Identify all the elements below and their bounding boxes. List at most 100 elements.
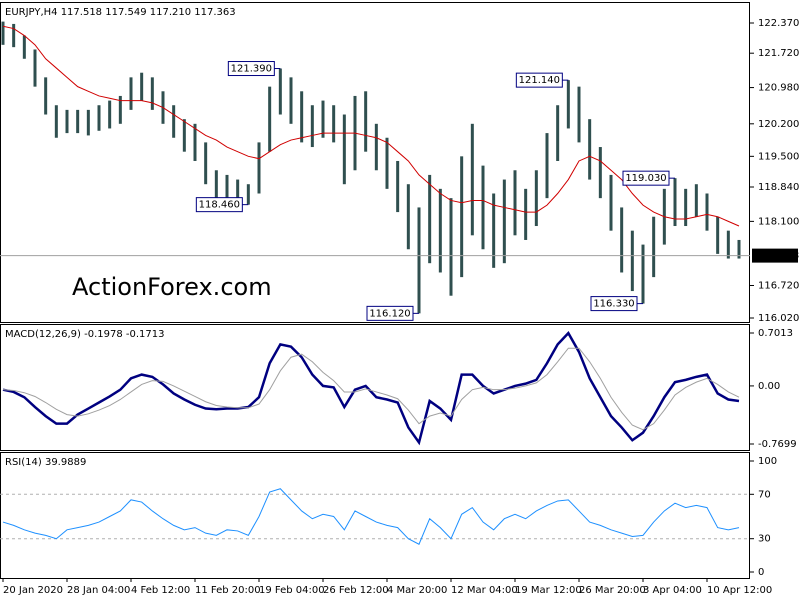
y-tick-label: 30 — [758, 534, 771, 545]
moving-average — [2, 25, 740, 227]
price-bar — [12, 23, 16, 48]
panel-frame — [0, 2, 750, 323]
panel-title: MACD(12,26,9) -0.1978 -0.1713 — [5, 329, 165, 340]
panel-frame — [0, 452, 750, 579]
price-bar — [406, 184, 410, 250]
price-bar — [726, 230, 730, 259]
price-bar — [652, 216, 656, 278]
x-tick-label: 12 Mar 04:00 — [451, 585, 518, 596]
price-bar — [385, 137, 389, 189]
price-bar — [310, 105, 314, 148]
y-tick-label: 0.00 — [758, 381, 780, 392]
price-bar — [332, 105, 336, 143]
price-bar — [737, 239, 741, 259]
x-tick-label: 19 Feb 04:00 — [259, 585, 325, 596]
x-tick-label: 10 Apr 12:00 — [707, 585, 772, 596]
x-tick-label: 20 Jan 2020 — [3, 585, 63, 596]
price-bar — [342, 114, 346, 185]
price-bar — [588, 119, 592, 180]
annotation-box — [622, 170, 670, 186]
y-tick-label: 70 — [758, 489, 771, 500]
price-bar — [54, 105, 58, 138]
price-bar — [257, 142, 261, 194]
price-bar — [33, 49, 37, 87]
price-bar — [428, 174, 432, 264]
price-bar — [705, 193, 709, 231]
price-bar — [225, 174, 229, 199]
annotation-label: 119.030 — [625, 173, 666, 184]
annotation-label: 121.390 — [231, 64, 272, 75]
x-tick-label: 28 Jan 04:00 — [67, 585, 130, 596]
indicator-line — [2, 331, 740, 446]
price-bar — [492, 193, 496, 268]
price-bar — [620, 207, 624, 273]
price-bar — [577, 86, 581, 143]
price-bar — [513, 170, 517, 236]
annotation-label: 116.330 — [593, 299, 634, 310]
panel-frame — [0, 324, 750, 451]
price-bar — [86, 109, 90, 136]
price-bar — [684, 188, 688, 227]
price-bar — [364, 91, 368, 152]
panel-title: RSI(14) 39.9889 — [5, 457, 86, 468]
price-bar — [716, 216, 720, 254]
price-bar — [172, 105, 176, 138]
price-bar — [65, 109, 69, 134]
price-bar — [193, 123, 197, 161]
y-tick-label: 0 — [758, 567, 764, 578]
price-bar — [129, 77, 133, 110]
annotation-label: 116.120 — [369, 308, 410, 319]
price-bar — [598, 147, 602, 199]
price-bar — [246, 184, 250, 205]
annotation-box — [366, 305, 414, 321]
price-bar — [556, 105, 560, 161]
price-bar — [502, 179, 506, 264]
price-bar — [76, 109, 80, 134]
x-tick-label: 3 Apr 04:00 — [643, 585, 702, 596]
y-tick-label: 122.370 — [758, 18, 799, 29]
y-tick-label: 118.840 — [758, 182, 799, 193]
y-tick-label: 120.200 — [758, 119, 799, 130]
price-bar — [321, 100, 325, 138]
annotation-label: 121.140 — [519, 75, 560, 86]
price-bar — [108, 100, 112, 129]
price-bar — [460, 156, 464, 278]
x-tick-label: 26 Feb 12:00 — [323, 585, 389, 596]
price-bar — [641, 244, 645, 304]
price-bar — [1, 21, 5, 45]
annotation-box — [227, 61, 275, 77]
price-bar — [545, 133, 549, 199]
x-tick-label: 19 Mar 12:00 — [515, 585, 582, 596]
price-bar — [140, 72, 144, 101]
y-tick-label: 100 — [758, 456, 777, 467]
annotation-box — [195, 197, 243, 213]
price-bar — [374, 123, 378, 171]
price-bar — [630, 230, 634, 292]
annotation-box — [515, 72, 563, 88]
price-bar — [417, 207, 421, 314]
y-tick-label: 118.100 — [758, 216, 799, 227]
last-price-box — [752, 248, 798, 263]
price-bar — [438, 188, 442, 273]
x-tick-label: 26 Mar 20:00 — [579, 585, 646, 596]
price-bar — [214, 170, 218, 203]
price-bar — [182, 119, 186, 152]
y-tick-label: 121.720 — [758, 48, 799, 59]
indicator-line — [2, 347, 740, 431]
price-bar — [289, 77, 293, 124]
price-bar — [300, 91, 304, 143]
indicator-line — [2, 488, 740, 545]
price-bar — [694, 184, 698, 217]
price-bar — [470, 123, 474, 236]
x-tick-label: 11 Feb 20:00 — [195, 585, 261, 596]
y-tick-label: -0.7699 — [758, 439, 797, 450]
y-tick-label: 116.020 — [758, 313, 799, 324]
panel-title: EURJPY,H4 117.518 117.549 117.210 117.36… — [5, 7, 236, 18]
annotation-label: 118.460 — [199, 200, 240, 211]
price-bar — [22, 35, 26, 59]
price-bar — [566, 80, 570, 129]
price-bar — [236, 179, 240, 203]
last-price-label: 117.363 — [758, 251, 799, 262]
